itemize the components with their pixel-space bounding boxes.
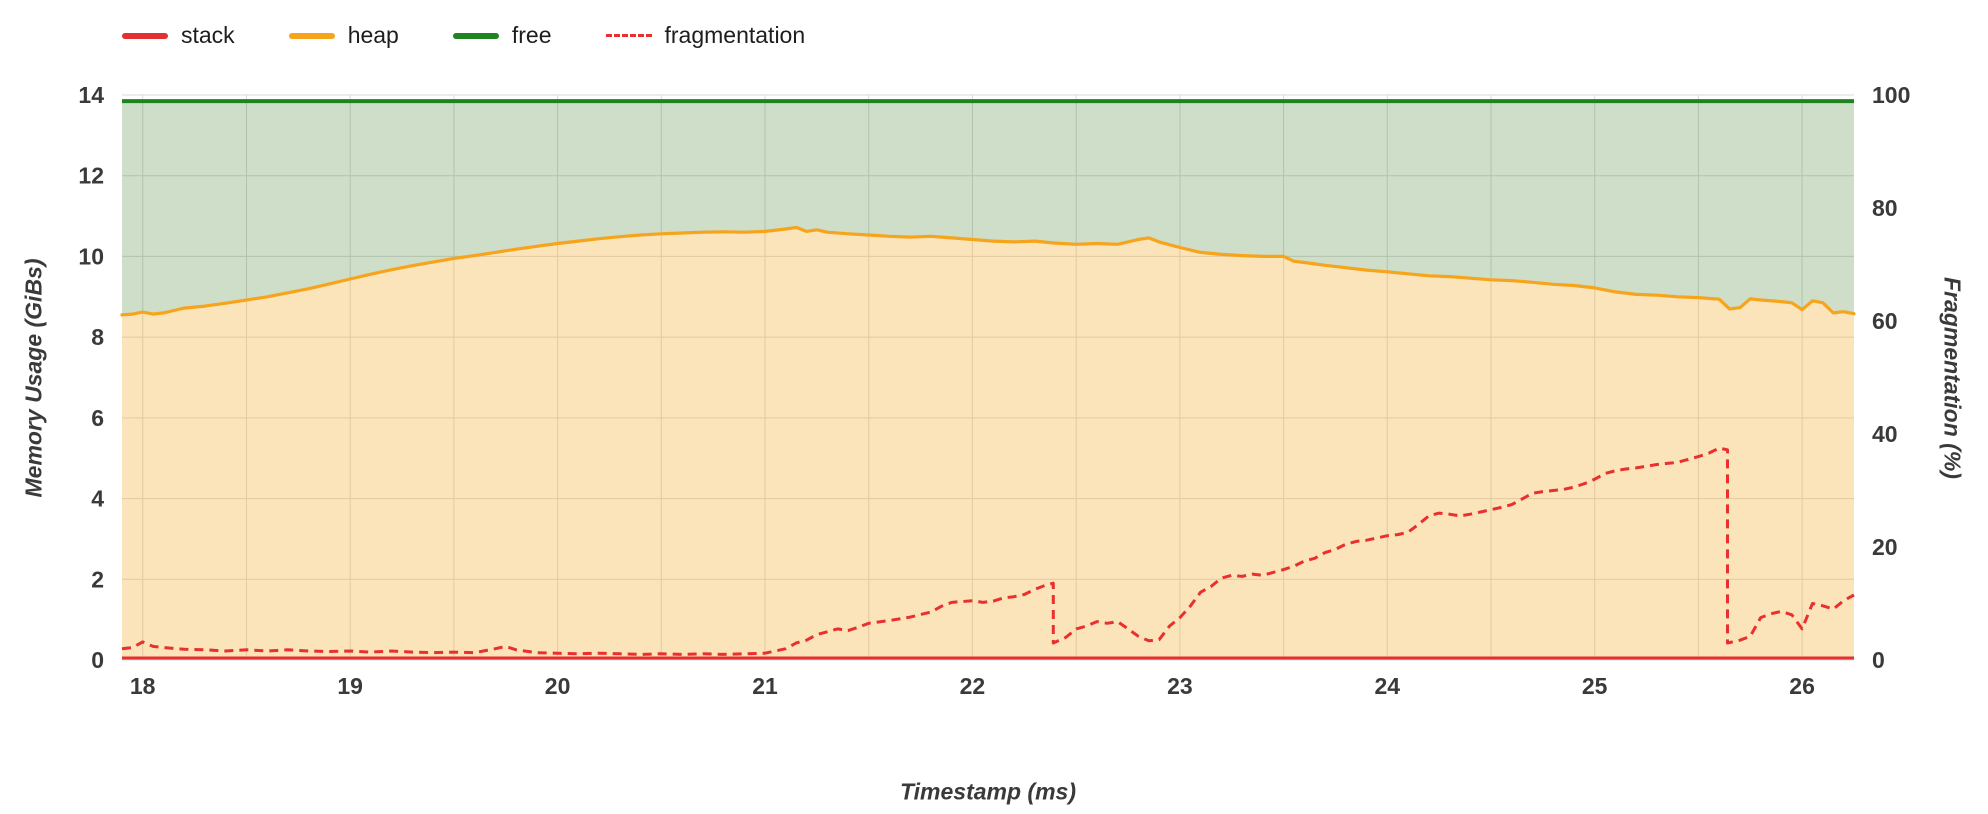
x-tick-label: 23	[1167, 673, 1193, 699]
y-axis-title-left: Memory Usage (GiBs)	[20, 258, 47, 498]
y-tick-label-right: 20	[1872, 534, 1898, 560]
x-tick-label: 19	[337, 673, 363, 699]
legend-label-fragmentation: fragmentation	[664, 22, 806, 48]
stack-area-swatch	[122, 32, 168, 39]
fragmentation-line	[121, 446, 1855, 656]
x-tick-label: 26	[1789, 673, 1815, 699]
y-tick-label-right: 40	[1872, 421, 1898, 447]
legend-item-stack[interactable]: stack	[122, 24, 235, 47]
fragmentation-line-swatch	[605, 34, 652, 37]
y-tick-label-left: 8	[91, 324, 104, 350]
legend-item-fragmentation[interactable]: fragmentation	[605, 22, 806, 48]
heap-area	[122, 227, 1854, 660]
y-tick-label-left: 2	[91, 566, 104, 592]
x-axis-title: Timestamp (ms)	[900, 778, 1076, 805]
free-area	[122, 101, 1854, 315]
y-tick-label-right: 100	[1872, 82, 1910, 108]
x-tick-label: 25	[1582, 673, 1608, 699]
y-tick-label-right: 80	[1872, 195, 1898, 221]
legend-label-heap: heap	[347, 22, 399, 48]
x-tick-label: 18	[130, 673, 156, 699]
legend-item-heap[interactable]: heap	[288, 22, 399, 48]
x-tick-label: 24	[1375, 673, 1401, 699]
chart-legend: stack heap free fragmentation	[122, 24, 805, 47]
y-tick-label-right: 0	[1872, 647, 1885, 673]
legend-label-free: free	[511, 22, 552, 48]
y-tick-label-left: 4	[91, 486, 104, 512]
y-tick-label-right: 60	[1872, 308, 1898, 334]
heap-area-swatch	[288, 32, 335, 39]
y-tick-label-left: 6	[91, 405, 104, 431]
heap-line	[120, 225, 1856, 317]
x-tick-label: 20	[545, 673, 571, 699]
x-tick-label: 22	[960, 673, 986, 699]
y-tick-label-left: 0	[91, 647, 104, 673]
x-tick-label: 21	[752, 673, 778, 699]
y-tick-label-left: 14	[78, 82, 104, 108]
y-tick-label-left: 10	[78, 243, 104, 269]
legend-label-stack: stack	[181, 22, 235, 48]
y-axis-title-right: Fragmentation (%)	[1939, 277, 1966, 479]
y-tick-label-left: 12	[78, 163, 104, 189]
free-area-swatch	[452, 32, 499, 39]
legend-item-free[interactable]: free	[452, 22, 552, 48]
